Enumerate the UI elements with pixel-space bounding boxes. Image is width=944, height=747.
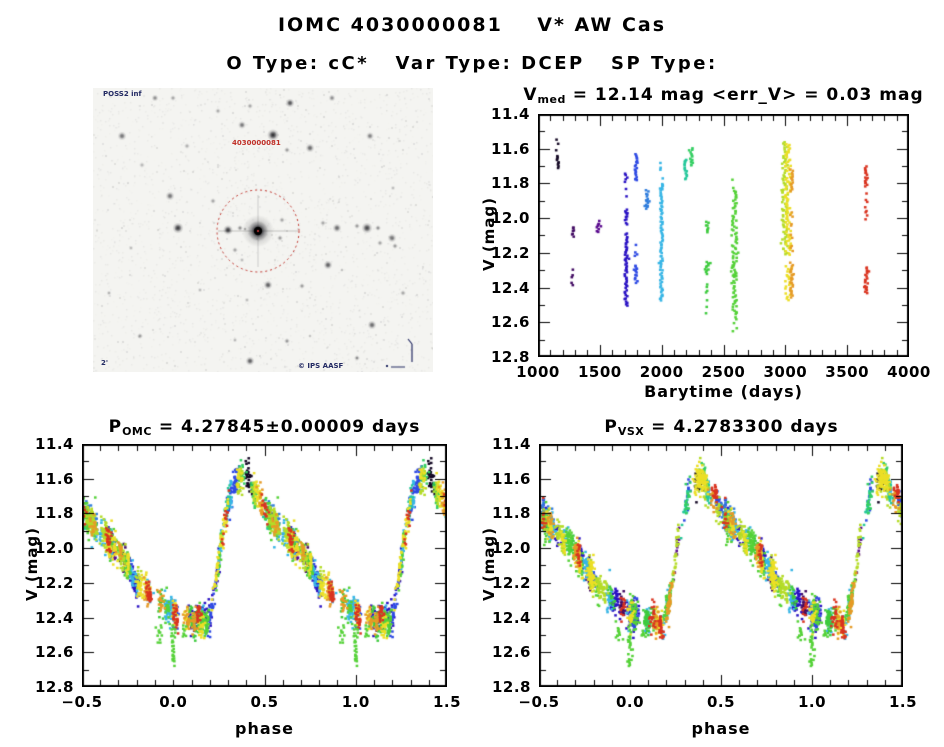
y-tick-label: 12.8 xyxy=(34,678,74,696)
y-tick-label: 12.8 xyxy=(490,348,530,366)
phase-omc-plot xyxy=(82,444,447,687)
x-tick-label: 2500 xyxy=(701,363,746,381)
x-tick-label: 1.5 xyxy=(432,693,462,711)
y-tick-label: 11.4 xyxy=(34,435,74,453)
x-tick-label: 1.0 xyxy=(341,693,370,711)
phase-omc-plot-title: P OMC = 4.27845±0.00009 days xyxy=(42,417,487,441)
y-tick-label: 11.4 xyxy=(491,435,531,453)
x-tick-label: 1.5 xyxy=(888,693,918,711)
x-tick-label: −0.5 xyxy=(518,693,560,711)
x-tick-label: 0.5 xyxy=(250,693,279,711)
phase-vsx-plot-title: P VSX = 4.2783300 days xyxy=(499,417,944,441)
x-tick-label: 3000 xyxy=(763,363,808,381)
title-subscript: med xyxy=(537,93,566,106)
finder-chart-image xyxy=(93,88,433,372)
y-tick-label: 12.4 xyxy=(34,608,74,627)
title-prefix: V xyxy=(523,85,538,105)
y-tick-label: 12.6 xyxy=(34,643,74,662)
x-tick-label: 2000 xyxy=(639,363,684,381)
y-tick-label: 12.0 xyxy=(491,539,531,558)
x-tick-label: 3500 xyxy=(825,363,870,381)
y-tick-label: 11.6 xyxy=(490,139,530,158)
y-tick-label: 12.4 xyxy=(491,608,531,627)
y-tick-label: 11.6 xyxy=(34,469,74,488)
plate-label: © IPS AASF xyxy=(298,362,344,370)
title-prefix: P xyxy=(604,417,618,437)
y-tick-label: 12.2 xyxy=(490,243,530,262)
survey-label: POSS2 inf xyxy=(103,90,142,98)
y-tick-label: 11.4 xyxy=(490,105,530,123)
y-tick-label: 12.2 xyxy=(491,573,531,592)
y-tick-label: 12.2 xyxy=(34,573,74,592)
x-tick-label: 0.5 xyxy=(706,693,736,711)
y-tick-label: 11.8 xyxy=(491,504,531,523)
finder-chart: POSS2 inf 4030000081 © IPS AASF 2' xyxy=(93,88,433,372)
y-tick-label: 12.4 xyxy=(490,278,530,297)
page-title: IOMC 4030000081 V* AW Cas xyxy=(277,14,667,36)
phase-vsx-plot xyxy=(539,444,903,687)
y-tick-label: 11.8 xyxy=(490,174,530,193)
phase-vsx-xlabel: phase xyxy=(691,719,751,738)
barytime-plot xyxy=(538,114,909,357)
y-tick-label: 12.0 xyxy=(490,209,530,228)
x-tick-label: −0.5 xyxy=(61,693,103,711)
y-tick-label: 12.6 xyxy=(491,643,531,662)
object-type-line: O Type: cC* Var Type: DCEP SP Type: xyxy=(226,53,718,74)
y-tick-label: 12.8 xyxy=(491,678,531,696)
title-subscript: OMC xyxy=(122,425,152,438)
x-tick-label: 1000 xyxy=(516,363,560,381)
x-tick-label: 0.0 xyxy=(159,693,188,711)
y-tick-label: 11.6 xyxy=(491,469,531,488)
title-rest: = 4.2783300 days xyxy=(644,417,839,437)
y-tick-label: 12.0 xyxy=(34,539,74,558)
title-subscript: VSX xyxy=(617,425,645,438)
x-tick-label: 4000 xyxy=(887,363,931,381)
target-id-label: 4030000081 xyxy=(232,139,281,147)
y-tick-label: 12.6 xyxy=(490,313,530,332)
title-rest: = 4.27845±0.00009 days xyxy=(151,417,421,437)
y-tick-label: 11.8 xyxy=(34,504,74,523)
x-tick-label: 0.0 xyxy=(615,693,645,711)
barytime-xlabel: Barytime (days) xyxy=(644,382,803,401)
x-tick-label: 1.0 xyxy=(797,693,827,711)
phase-omc-xlabel: phase xyxy=(234,719,294,738)
title-rest: = 12.14 mag <err_V> = 0.03 mag xyxy=(565,85,924,105)
title-prefix: P xyxy=(108,417,123,437)
scale-label: 2' xyxy=(101,359,109,367)
x-tick-label: 1500 xyxy=(577,363,622,381)
